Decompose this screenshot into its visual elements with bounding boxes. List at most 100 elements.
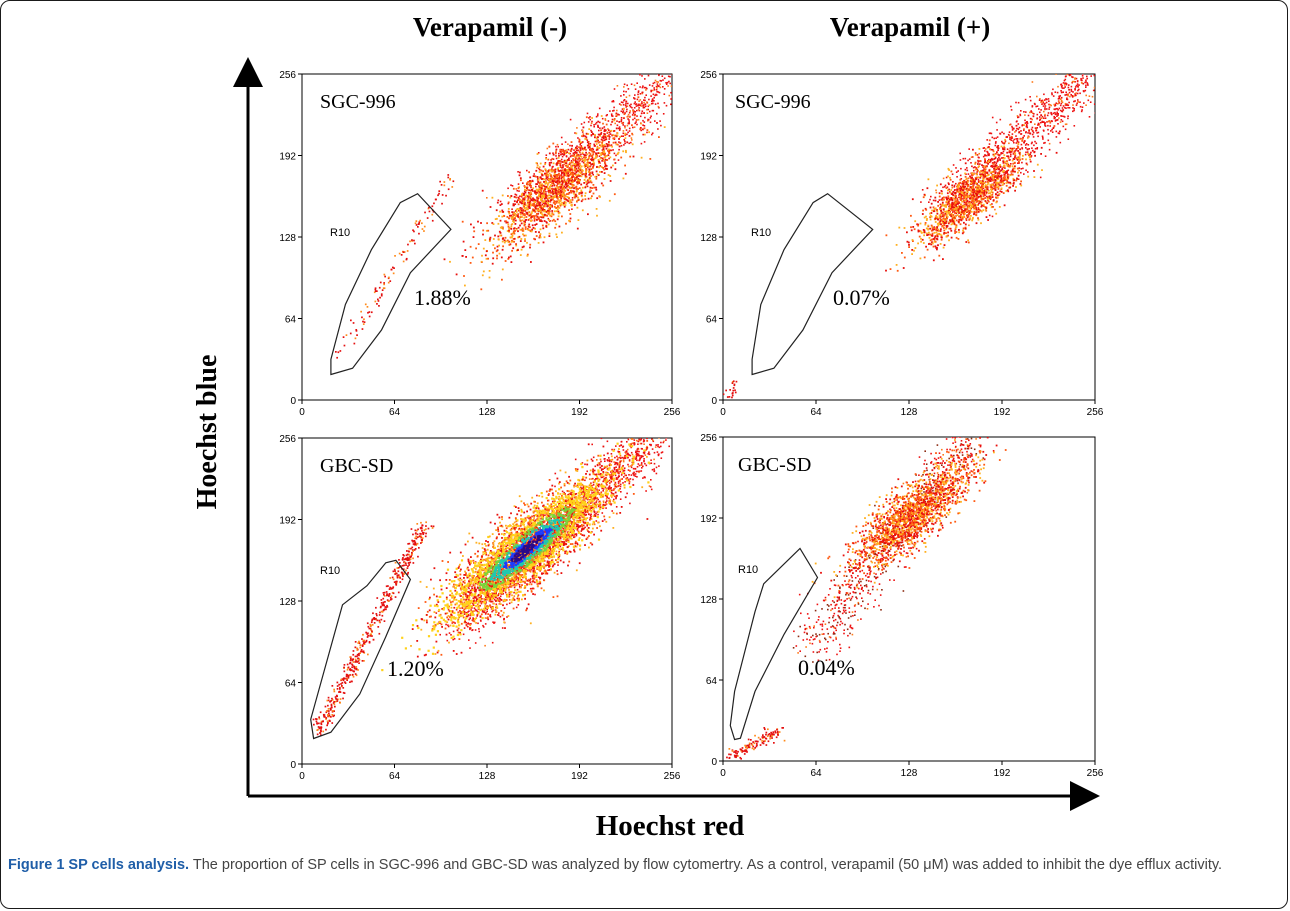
event-dot (971, 172, 973, 174)
event-dot (538, 231, 540, 233)
event-dot (963, 189, 965, 191)
event-dot (416, 224, 418, 226)
event-dot (538, 217, 540, 219)
event-dot (987, 184, 989, 186)
event-dot (616, 115, 618, 117)
event-dot (976, 211, 978, 213)
event-dot (942, 218, 944, 220)
event-dot (965, 228, 967, 230)
event-dot (614, 153, 616, 155)
event-dot (1012, 140, 1014, 142)
event-dot (646, 465, 648, 467)
event-dot (732, 395, 734, 397)
event-dot (650, 90, 652, 92)
event-dot (634, 118, 636, 120)
event-dot (580, 154, 582, 156)
event-dot (987, 163, 989, 165)
event-dot (364, 321, 366, 323)
event-dot (588, 146, 590, 148)
event-dot (952, 211, 954, 213)
event-dot (972, 205, 974, 207)
event-dot (1013, 151, 1015, 153)
event-dot (498, 215, 500, 217)
event-dot (633, 156, 635, 158)
event-dot (555, 223, 557, 225)
event-dot (552, 180, 554, 182)
event-dot (564, 198, 566, 200)
event-dot (675, 98, 677, 100)
event-dot (646, 72, 648, 74)
event-dot (1076, 60, 1078, 62)
event-dot (413, 231, 415, 233)
event-dot (1061, 101, 1063, 103)
event-dot (1064, 84, 1066, 86)
event-dot (1011, 149, 1013, 151)
event-dot (627, 118, 629, 120)
event-dot (1088, 63, 1090, 65)
event-dot (649, 68, 651, 70)
event-dot (489, 239, 491, 241)
event-dot (496, 258, 498, 260)
event-dot (1064, 80, 1066, 82)
event-dot (642, 105, 644, 107)
event-dot (1084, 82, 1086, 84)
event-dot (986, 191, 988, 193)
event-dot (574, 170, 576, 172)
event-dot (979, 210, 981, 212)
event-dot (1056, 136, 1058, 138)
event-dot (1023, 130, 1025, 132)
event-dot (566, 186, 568, 188)
event-dot (576, 145, 578, 147)
event-dot (530, 205, 532, 207)
event-dot (972, 149, 974, 151)
event-dot (541, 187, 543, 189)
event-dot (1025, 99, 1027, 101)
event-dot (1014, 131, 1016, 133)
event-dot (619, 129, 621, 131)
event-dot (1015, 135, 1017, 137)
event-dot (1011, 171, 1013, 173)
event-dot (627, 132, 629, 134)
event-dot (926, 219, 928, 221)
event-dot (644, 71, 646, 73)
event-dot (623, 104, 625, 106)
event-dot (557, 144, 559, 146)
event-dot (983, 205, 985, 207)
event-dot (1040, 109, 1042, 111)
event-dot (511, 261, 513, 263)
event-dot (986, 151, 988, 153)
event-dot (424, 226, 426, 228)
event-dot (502, 249, 504, 251)
event-dot (550, 178, 552, 180)
event-dot (1017, 172, 1019, 174)
event-dot (553, 154, 555, 156)
event-dot (505, 260, 507, 262)
event-dot (1010, 106, 1012, 108)
event-dot (597, 125, 599, 127)
event-dot (1027, 132, 1029, 134)
event-dot (502, 241, 504, 243)
event-dot (624, 84, 626, 86)
event-dot (975, 214, 977, 216)
event-dot (936, 211, 938, 213)
event-dot (1003, 151, 1005, 153)
event-dot (978, 166, 980, 168)
event-dot (982, 190, 984, 192)
event-dot (619, 146, 621, 148)
event-dot (674, 97, 676, 99)
event-dot (554, 196, 556, 198)
event-dot (602, 118, 604, 120)
event-dot (920, 201, 922, 203)
event-dot (970, 179, 972, 181)
event-dot (598, 147, 600, 149)
event-dot (1027, 171, 1029, 173)
event-dot (1066, 94, 1068, 96)
event-dot (1033, 151, 1035, 153)
event-dot (631, 139, 633, 141)
event-dot (1021, 168, 1023, 170)
event-dot (983, 156, 985, 158)
event-dot (920, 223, 922, 225)
event-dot (535, 207, 537, 209)
event-dot (407, 250, 409, 252)
event-dot (1057, 103, 1059, 105)
